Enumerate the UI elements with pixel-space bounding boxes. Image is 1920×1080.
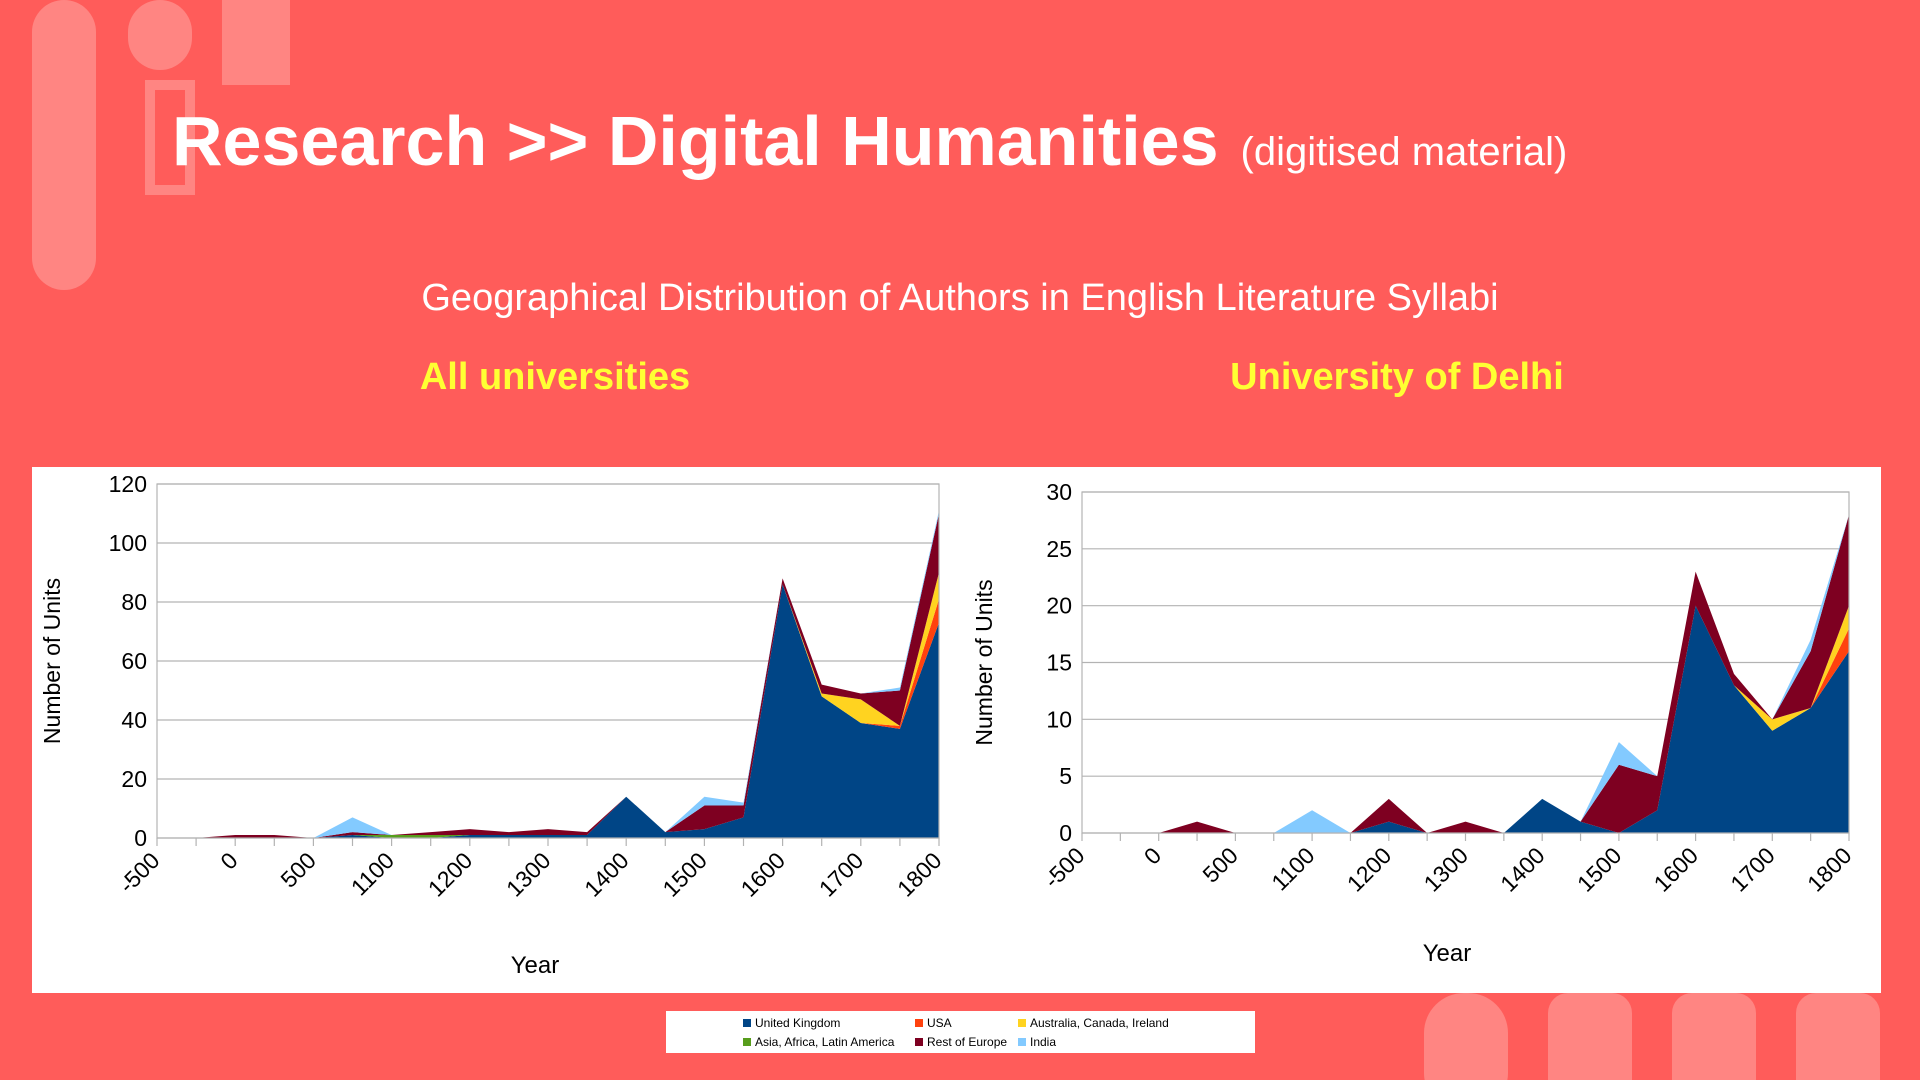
y-tick-label: 80 (121, 589, 147, 615)
chart-heading: All universities (420, 356, 690, 398)
area (157, 584, 939, 838)
y-tick-label: 30 (1046, 479, 1072, 505)
x-axis-title: Year (1423, 940, 1472, 967)
legend-label: Australia, Canada, Ireland (1030, 1016, 1169, 1030)
legend-label: Rest of Europe (927, 1035, 1007, 1049)
y-tick-label: 0 (134, 825, 147, 851)
subtitle: Geographical Distribution of Authors in … (421, 277, 1498, 319)
y-axis-title: Number of Units (39, 578, 65, 744)
chart-panel (32, 467, 1881, 993)
legend-box (666, 1011, 1255, 1053)
quote-bar (128, 0, 192, 70)
y-tick-label: 40 (121, 707, 147, 733)
y-tick-label: 15 (1046, 650, 1072, 676)
x-axis-title: Year (511, 952, 560, 979)
quote-bar (32, 0, 96, 290)
quote-bar (222, 0, 290, 85)
y-tick-label: 10 (1046, 706, 1072, 732)
y-tick-label: 20 (121, 766, 147, 792)
tab (1672, 993, 1756, 1080)
y-tick-label: 5 (1059, 763, 1072, 789)
y-axis-title: Number of Units (971, 579, 997, 745)
legend-swatch (1018, 1038, 1026, 1046)
area (1082, 605, 1849, 833)
y-tick-label: 25 (1046, 536, 1072, 562)
y-tick-label: 20 (1046, 593, 1072, 619)
legend-swatch (743, 1019, 751, 1027)
y-tick-label: 60 (121, 648, 147, 674)
legend-label: Asia, Africa, Latin America (755, 1035, 895, 1049)
chart-heading: University of Delhi (1230, 356, 1564, 398)
y-tick-label: 100 (109, 530, 147, 556)
quote-bracket (145, 80, 195, 195)
decoration (32, 0, 1880, 1080)
title-main: Research >> Digital Humanities (172, 102, 1219, 180)
legend-label: USA (927, 1016, 952, 1030)
legend-label: India (1030, 1035, 1056, 1049)
legend-swatch (915, 1019, 923, 1027)
title-note: (digitised material) (1241, 130, 1568, 174)
page-title: Research >> Digital Humanities (digitised… (172, 102, 1567, 180)
legend-swatch (915, 1038, 923, 1046)
legend-swatch (1018, 1019, 1026, 1027)
y-tick-label: 120 (109, 471, 147, 497)
tab (1796, 993, 1880, 1080)
legend-label: United Kingdom (755, 1016, 840, 1030)
tab (1424, 993, 1508, 1080)
legend-swatch (743, 1038, 751, 1046)
y-tick-label: 0 (1059, 820, 1072, 846)
tab (1548, 993, 1632, 1080)
